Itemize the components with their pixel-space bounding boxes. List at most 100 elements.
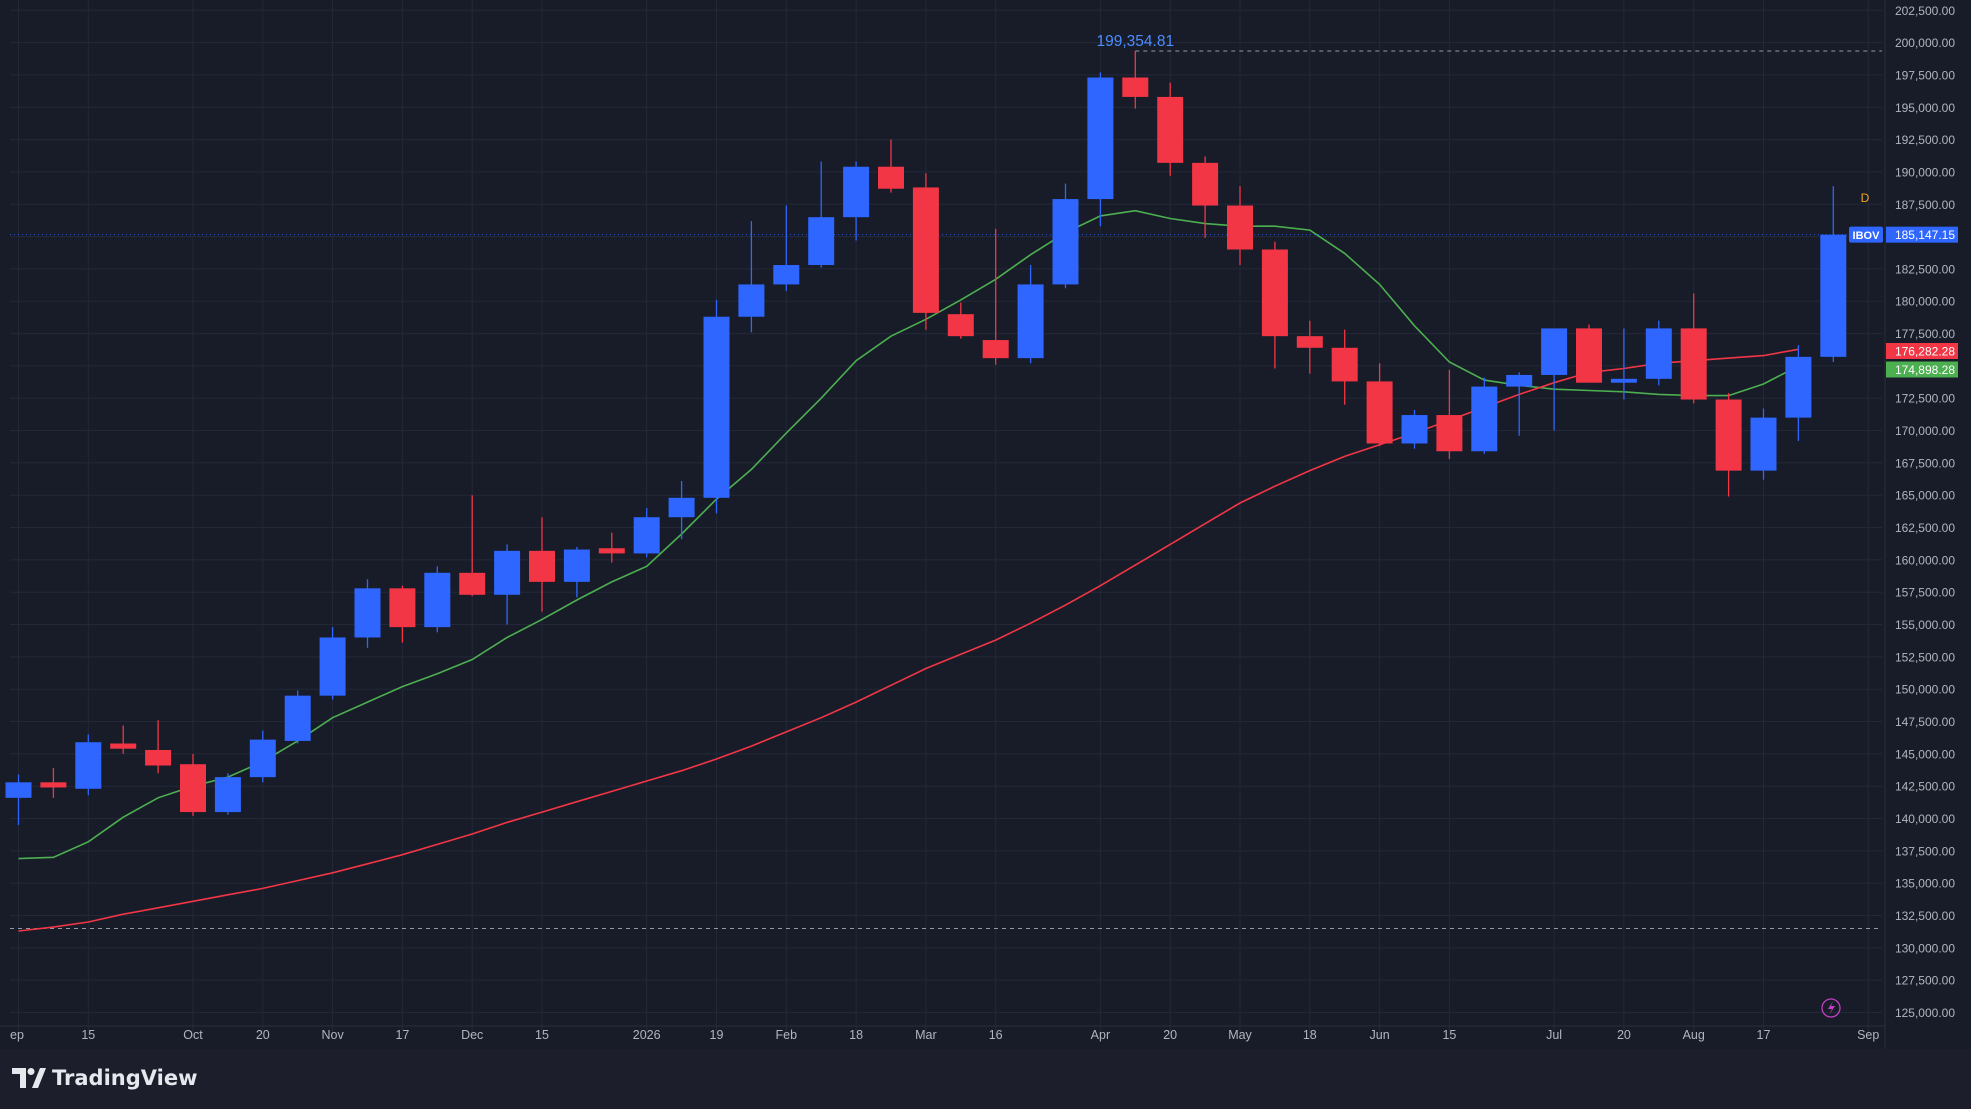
x-tick-label: 20 <box>1163 1028 1177 1042</box>
x-tick-label: Nov <box>321 1028 344 1042</box>
x-tick-label: 18 <box>849 1028 863 1042</box>
x-tick-label: 16 <box>989 1028 1003 1042</box>
candle-body[interactable] <box>982 340 1009 359</box>
candle-body[interactable] <box>1541 328 1568 375</box>
candle-body[interactable] <box>284 695 311 741</box>
candle-body[interactable] <box>110 743 137 749</box>
candle-body[interactable] <box>1506 374 1533 387</box>
y-tick-label: 190,000.00 <box>1895 165 1955 179</box>
candle-body[interactable] <box>5 782 32 798</box>
candle-body[interactable] <box>843 166 870 218</box>
candle-body[interactable] <box>1401 415 1428 444</box>
tradingview-logo-icon <box>12 1068 46 1088</box>
candle-body[interactable] <box>1576 328 1602 383</box>
candle-body[interactable] <box>1017 284 1044 359</box>
candle-body[interactable] <box>1157 96 1184 163</box>
candle-body[interactable] <box>1192 162 1219 206</box>
candle-body[interactable] <box>808 217 835 266</box>
candle-body[interactable] <box>1715 399 1742 471</box>
candle-body[interactable] <box>598 548 625 554</box>
x-tick-label: 15 <box>535 1028 549 1042</box>
candle-body[interactable] <box>424 572 451 628</box>
y-tick-label: 127,500.00 <box>1895 974 1955 988</box>
candle-body[interactable] <box>40 782 67 788</box>
y-tick-label: 192,500.00 <box>1895 133 1955 147</box>
tradingview-logo[interactable]: TradingView <box>12 1064 197 1092</box>
footer-bar <box>0 1049 1971 1109</box>
candle-body[interactable] <box>563 549 590 582</box>
y-tick-label: 147,500.00 <box>1895 715 1955 729</box>
candle-body[interactable] <box>773 265 800 285</box>
candle-body[interactable] <box>1785 356 1812 418</box>
candle-body[interactable] <box>319 637 346 696</box>
last-price-tag <box>1886 226 1958 243</box>
x-tick-label: Apr <box>1091 1028 1110 1042</box>
x-tick-label: Jul <box>1546 1028 1562 1042</box>
candle-body[interactable] <box>389 588 416 628</box>
y-tick-label: 165,000.00 <box>1895 489 1955 503</box>
y-tick-label: 177,500.00 <box>1895 327 1955 341</box>
candle-body[interactable] <box>1750 417 1777 471</box>
x-tick-label: 17 <box>1757 1028 1771 1042</box>
moving-average-line <box>18 348 1799 932</box>
candle-body[interactable] <box>1436 415 1463 452</box>
y-tick-label: 142,500.00 <box>1895 780 1955 794</box>
candle-body[interactable] <box>1261 249 1288 337</box>
candle-body[interactable] <box>1680 328 1707 400</box>
candle-body[interactable] <box>459 572 486 595</box>
x-tick-label: 20 <box>1617 1028 1631 1042</box>
x-tick-label: Jun <box>1370 1028 1390 1042</box>
candle-body[interactable] <box>1471 386 1498 452</box>
x-tick-label: Dec <box>461 1028 483 1042</box>
candle-body[interactable] <box>912 187 939 313</box>
candle-body[interactable] <box>633 517 660 554</box>
candle-body[interactable] <box>354 588 381 638</box>
y-tick-label: 130,000.00 <box>1895 941 1955 955</box>
candle-body[interactable] <box>878 166 904 189</box>
y-tick-label: 125,000.00 <box>1895 1006 1955 1020</box>
candle-body[interactable] <box>1227 205 1253 250</box>
candle-body[interactable] <box>703 316 730 498</box>
y-tick-label: 197,500.00 <box>1895 68 1955 82</box>
y-tick-label: 180,000.00 <box>1895 295 1955 309</box>
brand-name: TradingView <box>52 1066 198 1090</box>
x-tick-label: May <box>1228 1028 1252 1042</box>
candle-body[interactable] <box>668 497 695 518</box>
candle-body[interactable] <box>529 550 555 582</box>
ma-value-label: 174,898.28 <box>1895 363 1955 377</box>
lightning-icon[interactable] <box>1821 998 1841 1018</box>
y-tick-label: 182,500.00 <box>1895 262 1955 276</box>
y-tick-label: 135,000.00 <box>1895 877 1955 891</box>
candle-body[interactable] <box>1331 347 1358 382</box>
candle-body[interactable] <box>249 739 276 778</box>
candle-body[interactable] <box>1610 378 1637 383</box>
moving-average-line <box>18 209 1799 860</box>
lightning-bolt <box>1828 1001 1835 1015</box>
y-tick-label: 137,500.00 <box>1895 844 1955 858</box>
candle-body[interactable] <box>947 314 974 337</box>
x-tick-label: ep <box>10 1028 24 1042</box>
candle-body[interactable] <box>214 777 241 813</box>
candle-body[interactable] <box>1366 381 1393 444</box>
y-tick-label: 152,500.00 <box>1895 650 1955 664</box>
y-tick-label: 170,000.00 <box>1895 424 1955 438</box>
symbol-tag <box>1849 226 1883 243</box>
candle-body[interactable] <box>1645 328 1672 379</box>
y-tick-label: 157,500.00 <box>1895 586 1955 600</box>
candle-body[interactable] <box>180 764 206 813</box>
candle-body[interactable] <box>494 550 521 595</box>
x-tick-label: 20 <box>256 1028 270 1042</box>
x-tick-label: 19 <box>710 1028 724 1042</box>
candle-body[interactable] <box>1820 234 1847 357</box>
candle-body[interactable] <box>1087 77 1114 200</box>
candle-body[interactable] <box>1122 77 1149 97</box>
candle-body[interactable] <box>1052 199 1079 285</box>
candle-body[interactable] <box>145 749 172 766</box>
candle-body[interactable] <box>738 284 765 317</box>
y-tick-label: 145,000.00 <box>1895 747 1955 761</box>
x-tick-label: Sep <box>1857 1028 1879 1042</box>
candle-body[interactable] <box>1296 336 1323 348</box>
candle-body[interactable] <box>75 742 102 789</box>
